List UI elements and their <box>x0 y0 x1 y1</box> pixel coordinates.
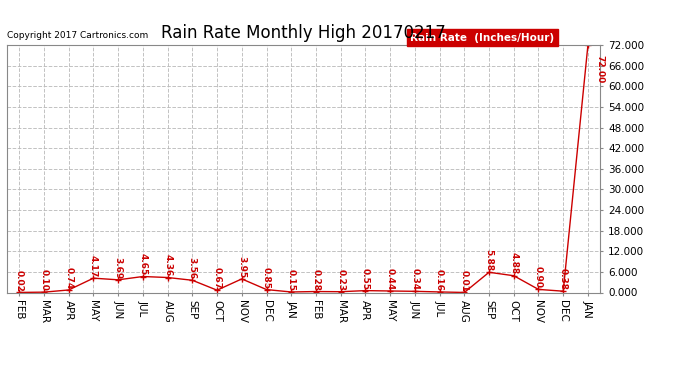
Text: 0.90: 0.90 <box>534 266 543 288</box>
Text: 0.74: 0.74 <box>64 267 73 289</box>
Text: 3.69: 3.69 <box>114 256 123 279</box>
Text: 0.02: 0.02 <box>14 270 23 291</box>
Text: 0.44: 0.44 <box>386 268 395 290</box>
Text: Copyright 2017 Cartronics.com: Copyright 2017 Cartronics.com <box>7 31 148 40</box>
Text: 4.88: 4.88 <box>509 252 518 275</box>
Text: 0.28: 0.28 <box>311 268 320 291</box>
Text: 0.38: 0.38 <box>559 268 568 290</box>
Text: 0.85: 0.85 <box>262 267 271 288</box>
Text: 0.01: 0.01 <box>460 270 469 291</box>
Text: 3.95: 3.95 <box>237 256 246 278</box>
Text: 4.17: 4.17 <box>89 255 98 277</box>
Text: 72.00: 72.00 <box>595 56 604 84</box>
Text: 0.16: 0.16 <box>435 269 444 291</box>
Text: 3.56: 3.56 <box>188 257 197 279</box>
Text: 4.36: 4.36 <box>163 254 172 276</box>
Text: 0.15: 0.15 <box>287 269 296 291</box>
Title: Rain Rate Monthly High 20170217: Rain Rate Monthly High 20170217 <box>161 24 446 42</box>
Text: 4.65: 4.65 <box>139 253 148 276</box>
Text: 5.88: 5.88 <box>484 249 493 271</box>
Text: 0.67: 0.67 <box>213 267 221 289</box>
Text: 0.23: 0.23 <box>336 268 345 291</box>
Text: 0.55: 0.55 <box>361 268 370 290</box>
Text: 0.10: 0.10 <box>39 269 48 291</box>
Text: Rain Rate  (Inches/Hour): Rain Rate (Inches/Hour) <box>411 33 555 42</box>
Text: 0.34: 0.34 <box>411 268 420 290</box>
